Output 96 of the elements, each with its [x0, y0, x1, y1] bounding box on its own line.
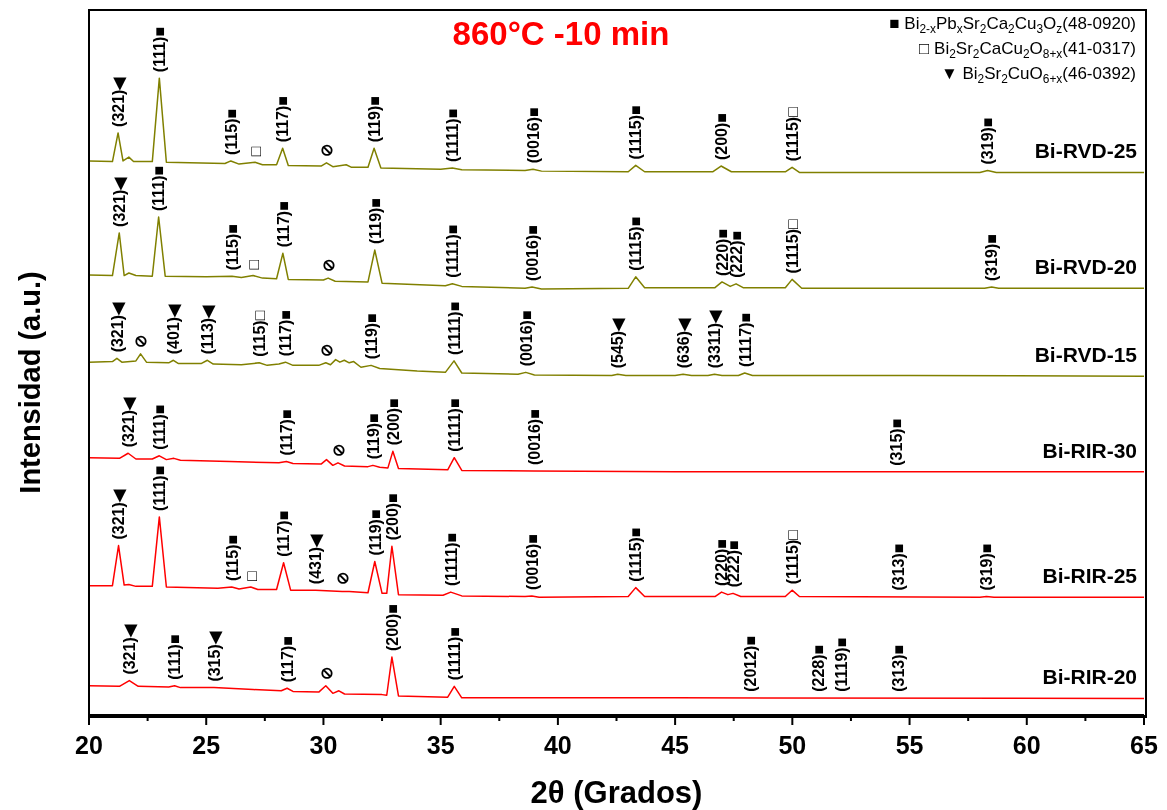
- x-tick-label: 40: [543, 731, 572, 759]
- annotation: (321)◀: [108, 302, 126, 353]
- chart-title: 860°C -10 min: [452, 15, 670, 52]
- series-label: Bi-RIR-20: [1042, 665, 1137, 689]
- x-tick-label: 25: [192, 731, 221, 759]
- text: ■ Bi$_{2-x}$Pb$_{x}$Sr$_{2}$Ca$_{2}$Cu$_{3}$O$_{z}$(48-0920): [889, 14, 1136, 36]
- annotation: (111)■: [151, 26, 169, 73]
- annotation: (0016)■: [523, 225, 541, 282]
- annotation: (117)■: [275, 510, 293, 557]
- annotation: (228)■: [809, 644, 827, 692]
- text: □ Bi$_{2}$Sr$_{2}$CaCu$_{2}$O$_{8+x}$(41-0317): [919, 39, 1136, 61]
- annotation: (1111)■: [444, 224, 462, 278]
- annotation: (1111)■: [446, 627, 464, 681]
- x-tick-label: 55: [895, 731, 924, 759]
- x-tick-label: 20: [75, 731, 103, 759]
- x-axis-title: 2θ (Grados): [530, 775, 703, 810]
- annotation: (1111)■: [444, 108, 462, 162]
- annotation: (119)■: [362, 313, 380, 360]
- annotation: (315)■: [888, 418, 906, 466]
- annotation: (0016)■: [523, 533, 541, 590]
- annotation: (0016)■: [517, 310, 535, 367]
- annotation: (119)■: [366, 509, 384, 556]
- x-tick-label: 65: [1130, 731, 1158, 759]
- annotation: (321)◀: [111, 176, 128, 227]
- annotation: (115)□: [250, 310, 268, 357]
- annotation: (0016)■: [525, 409, 543, 466]
- annotation: (2012)■: [741, 635, 759, 692]
- annotation: (315)◀: [205, 631, 223, 682]
- annotation: (321)◀: [121, 624, 139, 675]
- annotation: (321)◀: [119, 396, 137, 448]
- annotation: (117)■: [274, 96, 292, 143]
- annotation: (115)■: [223, 534, 241, 581]
- annotation: (1111)■: [445, 301, 463, 355]
- annotation: (0016)■: [524, 107, 542, 164]
- annotation: (117)■: [274, 201, 292, 248]
- annotation: (1117)■: [736, 312, 754, 368]
- annotation: (200)■: [712, 113, 730, 161]
- annotation: (1115)□: [783, 529, 801, 585]
- annotation: (401)◀: [165, 303, 183, 355]
- x-tick-label: 30: [309, 731, 338, 759]
- x-tick-label: 50: [778, 731, 807, 759]
- annotation: (117)■: [277, 310, 295, 357]
- annotation: (1115)■: [627, 105, 645, 160]
- annotation: (313)■: [889, 644, 907, 692]
- annotation: ⊘: [132, 334, 150, 348]
- annotation: (111)■: [166, 634, 184, 680]
- annotation: (113)◀: [199, 304, 217, 355]
- annotation: □: [242, 570, 260, 581]
- x-tick-label: 35: [426, 731, 455, 759]
- annotation: (200)■: [383, 604, 401, 652]
- annotation: ⊘: [333, 572, 351, 586]
- annotation: (319)■: [978, 543, 996, 591]
- annotation: (111)■: [151, 465, 169, 511]
- x-tick-label: 45: [661, 731, 690, 759]
- annotation: (119)■: [366, 197, 384, 245]
- annotation: ⊘: [329, 443, 347, 457]
- annotation: ⊘: [317, 666, 335, 680]
- annotation: (119)■: [364, 413, 382, 460]
- annotation: ⊘: [318, 143, 336, 157]
- series-label: Bi-RVD-20: [1034, 255, 1137, 279]
- y-axis-title: Intensidad (a.u.): [14, 271, 46, 494]
- annotation: (3311)◀: [706, 309, 724, 369]
- annotation: ⊘: [317, 343, 335, 357]
- x-tick-label: 60: [1012, 731, 1041, 759]
- series-label: Bi-RIR-25: [1042, 564, 1138, 588]
- annotation: (321)◀: [110, 489, 128, 540]
- annotation: (200)■: [384, 398, 402, 446]
- annotation: (1115)□: [783, 106, 801, 162]
- annotation: (545)◀: [609, 317, 627, 369]
- annotation: (319)■: [979, 117, 997, 165]
- annotation: (431)◀: [307, 533, 325, 585]
- annotation: □: [246, 146, 264, 157]
- annotation: (111)■: [150, 165, 168, 211]
- annotation: (313)■: [889, 543, 907, 591]
- annotation: (115)■: [222, 108, 240, 155]
- annotation: (1115)■: [627, 216, 645, 271]
- series-label: Bi-RVD-15: [1034, 343, 1138, 367]
- annotation: (1115)□: [783, 218, 801, 274]
- annotation: (321)◀: [109, 76, 127, 127]
- annotation: (319)■: [983, 234, 1001, 282]
- annotation: (115)■: [223, 224, 241, 271]
- annotation: (1119)■: [833, 637, 851, 692]
- annotation: (117)■: [278, 409, 296, 456]
- annotation: ▼ Bi$_{2}$Sr$_{2}$CuO$_{6+x}$(46-0392): [940, 64, 1136, 86]
- annotation: □: [244, 259, 262, 270]
- annotation: (200)■: [383, 493, 401, 541]
- annotation: (111)■: [151, 404, 169, 450]
- annotation: (636)◀: [674, 317, 692, 369]
- annotation: (1111)■: [442, 532, 460, 587]
- series-label: Bi-RIR-30: [1042, 438, 1137, 462]
- series-label: Bi-RVD-25: [1034, 139, 1138, 163]
- annotation: (117)■: [278, 636, 296, 683]
- annotation: ⊘: [319, 259, 337, 273]
- annotation: (1111)■: [446, 398, 464, 452]
- annotation: (119)■: [365, 96, 383, 143]
- annotation: (1115)■: [627, 527, 645, 582]
